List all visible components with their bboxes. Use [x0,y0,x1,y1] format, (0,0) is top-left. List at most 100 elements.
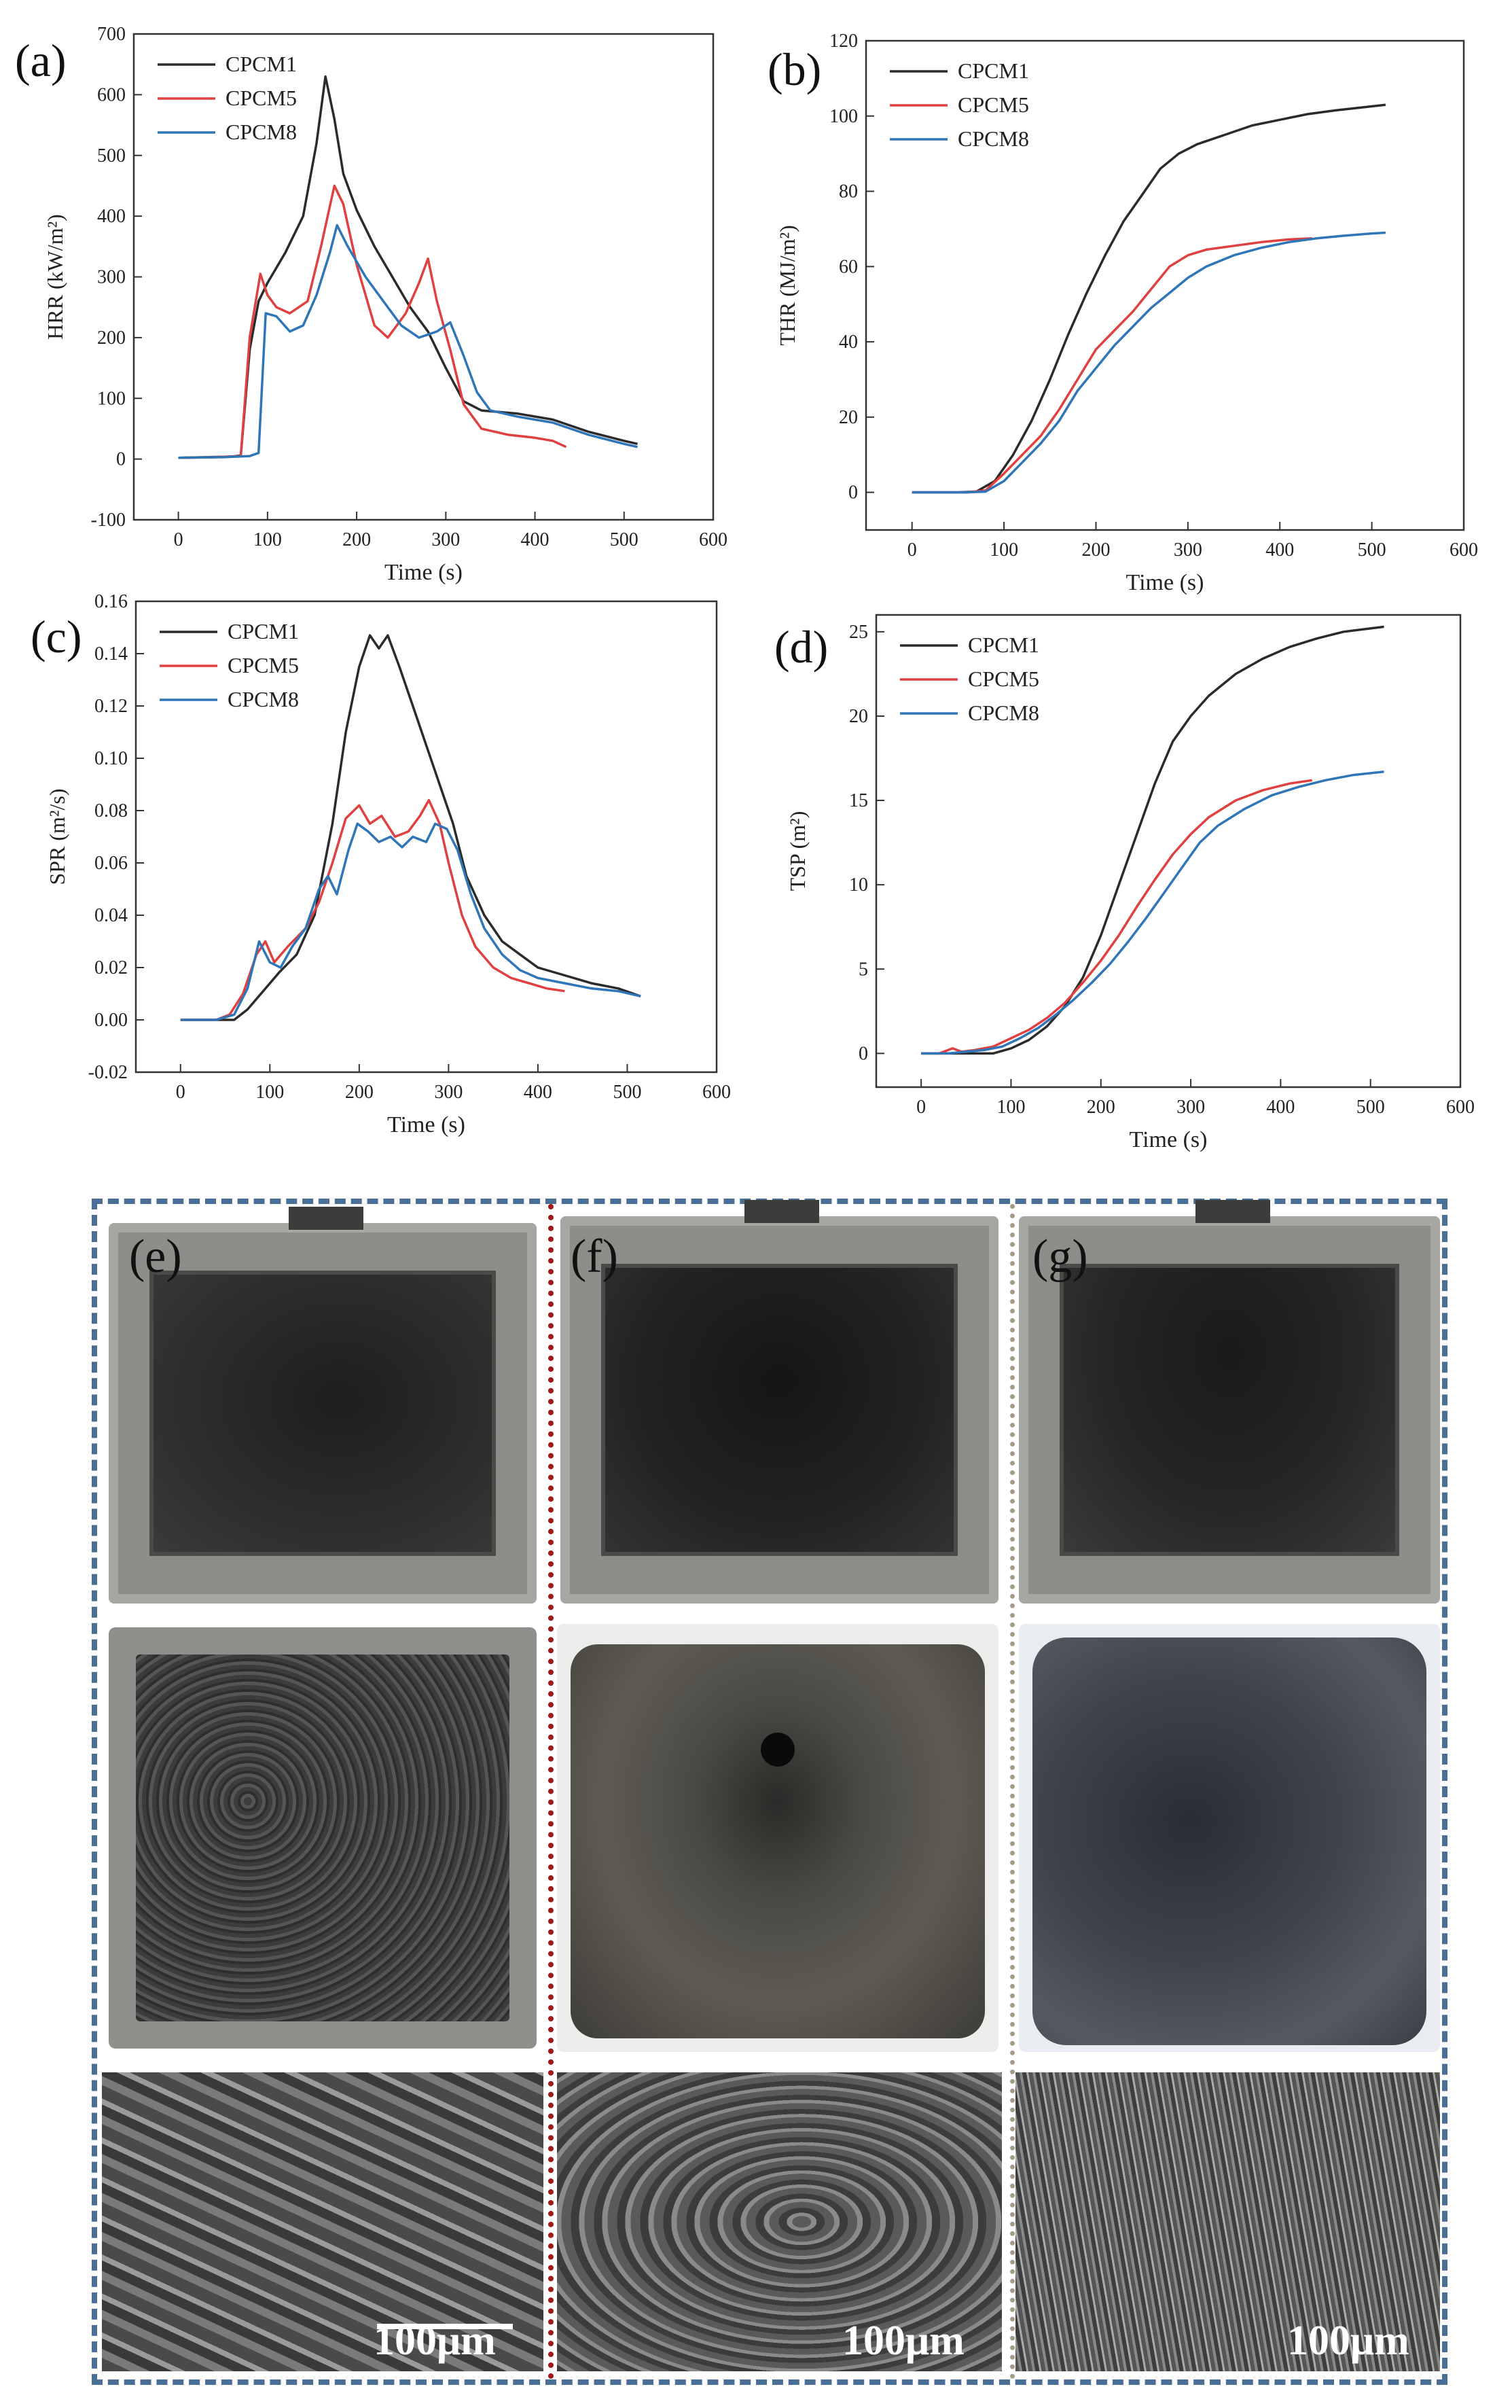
panel-label-e: (e) [129,1230,182,1283]
chart-a-y-axis-label: HRR (kW/m²) [43,214,67,340]
chart-d-y-tick-label: 10 [849,874,868,896]
chart-b-legend-label: CPCM5 [958,92,1029,117]
chart-a-x-tick-label: 100 [253,529,282,550]
chart-a-panel-label: (a) [15,35,66,86]
chart-b-series-cpcm5 [912,237,1312,494]
chart-c-x-tick-label: 600 [702,1082,731,1103]
chart-c-x-tick-label: 500 [613,1082,641,1103]
chart-c-x-tick-label: 100 [255,1082,284,1103]
chart-a-series-cpcm8 [178,224,638,459]
chart-d-legend-label: CPCM8 [968,701,1039,725]
chart-d-series-cpcm1 [921,625,1384,1055]
chart-c-y-tick-label: 0.06 [94,853,128,874]
chart-a-x-tick-label: 500 [610,529,638,550]
chart-c-x-tick-label: 0 [176,1082,185,1103]
chart-b-y-axis-label: THR (MJ/m²) [775,225,799,346]
chart-b-x-tick-label: 100 [990,539,1018,561]
chart-a-y-tick-label: 0 [116,449,126,470]
chart-d-y-tick-label: 20 [849,706,868,727]
chart-a-y-tick-label: 500 [97,145,126,166]
chart-a-y-tick-label: 600 [97,84,126,105]
chart-b-x-axis-label: Time (s) [1126,570,1204,595]
chart-c-y-tick-label: 0.14 [94,643,128,665]
chart-c-legend-label: CPCM5 [228,653,299,677]
chart-d-y-tick-label: 25 [849,622,868,643]
sample-e-before-photo [109,1207,537,1604]
chart-c-y-tick-label: -0.02 [88,1062,128,1083]
chart-c-y-tick-label: 0.04 [94,905,128,926]
chart-d-x-tick-label: 400 [1266,1097,1295,1118]
chart-a-x-tick-label: 300 [431,529,460,550]
chart-a-x-tick-label: 200 [342,529,371,550]
chart-a-frame [132,33,715,521]
sample-g-before-photo [1019,1200,1440,1604]
chart-a-x-axis-label: Time (s) [384,560,463,585]
chart-c-panel-label: (c) [31,611,82,662]
chart-c-series-cpcm5 [180,798,565,1021]
chart-b-x-tick-label: 500 [1358,539,1386,561]
chart-c-x-tick-label: 400 [524,1082,552,1103]
column-divider-gray [1010,1204,1015,2379]
chart-a-legend-label: CPCM5 [226,86,297,110]
chart-d-y-axis-label: TSP (m²) [785,811,810,891]
sample-e-residue-photo [109,1627,537,2049]
chart-c-y-tick-label: 0.12 [94,696,128,717]
scale-text: 100μm [842,2318,965,2364]
chart-a-y-tick-label: -100 [91,510,126,531]
chart-d-panel-label: (d) [774,621,828,673]
sample-g-sem-image: 100μm [1015,2072,1440,2371]
chart-b-panel-label: (b) [768,43,821,95]
sample-f-sem-image: 100μm [557,2072,1002,2371]
chart-d-frame [875,614,1462,1088]
chart-c-y-tick-label: 0.00 [94,1010,128,1031]
tray-sample-surface [1060,1264,1399,1556]
chart-c-y-tick-label: 0.16 [94,591,128,612]
chart-d-x-tick-label: 0 [916,1097,926,1118]
chart-d-x-tick-label: 300 [1176,1097,1205,1118]
chart-c-y-axis-label: SPR (m²/s) [45,788,69,885]
tray-tab [744,1200,819,1223]
chart-c-y-tick-label: 0.10 [94,748,128,769]
chart-d-y-tick-label: 15 [849,790,868,811]
sample-g-residue-photo [1019,1624,1440,2052]
sample-f-before-photo [560,1200,998,1604]
chart-a-series-cpcm5 [178,184,567,459]
chart-b-legend-label: CPCM1 [958,58,1029,83]
chart-b-y-tick-label: 120 [829,31,858,52]
chart-a-y-tick-label: 700 [97,24,126,45]
chart-d-y-tick-label: 5 [859,959,868,980]
chart-d-legend-label: CPCM1 [968,633,1039,657]
chart-c-legend-label: CPCM1 [228,619,299,643]
chart-b-x-tick-label: 0 [907,539,917,561]
chart-a-legend-label: CPCM1 [226,52,297,76]
chart-b-y-tick-label: 20 [839,407,858,428]
tray-tab [288,1207,363,1230]
chart-c-x-tick-label: 300 [434,1082,463,1103]
chart-b-series-cpcm8 [912,231,1386,494]
sample-e-sem-image: 100μm [102,2072,543,2371]
chart-b-y-tick-label: 40 [839,332,858,353]
chart-d-y-tick-label: 0 [859,1043,868,1064]
scale-text: 100μm [374,2318,496,2364]
chart-b-legend-label: CPCM8 [958,126,1029,151]
chart-b-y-tick-label: 0 [848,482,858,503]
chart-a-y-tick-label: 200 [97,327,126,349]
chart-c-y-tick-label: 0.08 [94,800,128,821]
chart-a-y-tick-label: 300 [97,267,126,288]
tray-tab [1195,1200,1271,1223]
chart-d-x-tick-label: 100 [996,1097,1025,1118]
panel-label-f: (f) [571,1230,618,1283]
chart-d-series-cpcm8 [921,771,1384,1055]
chart-c-x-axis-label: Time (s) [387,1112,465,1137]
scale-bar [377,2324,513,2329]
chart-d-x-tick-label: 600 [1446,1097,1475,1118]
chart-b-x-tick-label: 400 [1265,539,1294,561]
chart-b-y-tick-label: 60 [839,256,858,277]
chart-c-legend-label: CPCM8 [228,687,299,711]
scale-text: 100μm [1287,2318,1409,2364]
chart-b-frame [865,39,1465,531]
chart-d-x-tick-label: 200 [1087,1097,1115,1118]
chart-b-y-tick-label: 80 [839,181,858,202]
charts-svg: 0 100 200 300 400 500 600-10001002003004005006… [15,24,1478,1152]
chart-a-x-tick-label: 0 [174,529,183,550]
